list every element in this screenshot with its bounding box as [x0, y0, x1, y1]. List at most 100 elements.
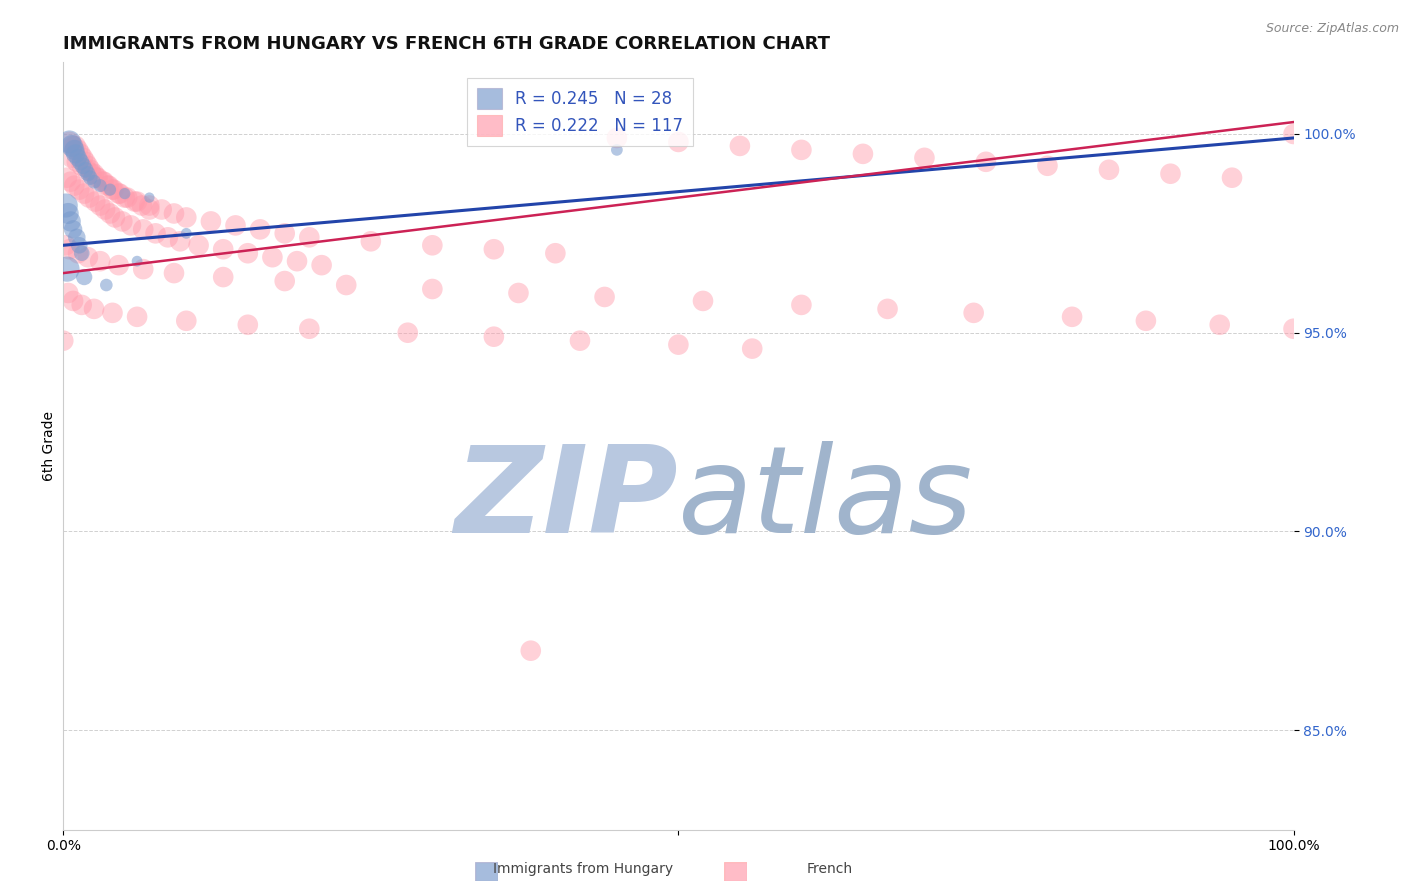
Point	[163, 266, 186, 280]
Point	[606, 131, 628, 145]
Point	[83, 175, 105, 189]
Text: French: French	[807, 862, 852, 876]
Point	[962, 306, 984, 320]
Text: IMMIGRANTS FROM HUNGARY VS FRENCH 6TH GRADE CORRELATION CHART: IMMIGRANTS FROM HUNGARY VS FRENCH 6TH GR…	[63, 35, 831, 53]
Point	[93, 175, 115, 189]
Point	[58, 135, 80, 149]
Point	[298, 230, 321, 244]
Text: ZIP: ZIP	[454, 442, 678, 558]
Point	[66, 154, 89, 169]
Point	[728, 139, 751, 153]
Point	[666, 337, 689, 351]
Point	[67, 246, 90, 260]
Point	[55, 198, 77, 212]
Point	[132, 262, 155, 277]
Point	[200, 214, 222, 228]
Point	[91, 175, 114, 189]
Point	[127, 194, 148, 209]
Point	[86, 170, 108, 185]
Legend: R = 0.245   N = 28, R = 0.222   N = 117: R = 0.245 N = 28, R = 0.222 N = 117	[467, 78, 693, 145]
Point	[127, 310, 148, 324]
Point	[482, 242, 505, 256]
Point	[876, 301, 898, 316]
Point	[422, 238, 444, 252]
Point	[360, 235, 382, 249]
Point	[107, 186, 129, 201]
Point	[852, 146, 875, 161]
Point	[96, 278, 118, 293]
Point	[1135, 314, 1157, 328]
Text: Source: ZipAtlas.com: Source: ZipAtlas.com	[1265, 22, 1399, 36]
Point	[107, 258, 129, 272]
Point	[89, 198, 111, 212]
Point	[790, 298, 813, 312]
Point	[101, 183, 124, 197]
Point	[131, 198, 153, 212]
Point	[76, 167, 98, 181]
Point	[111, 214, 134, 228]
Point	[67, 238, 90, 252]
Point	[114, 191, 136, 205]
Point	[127, 254, 148, 268]
Point	[62, 222, 84, 236]
Point	[70, 159, 93, 173]
Point	[66, 230, 89, 244]
Point	[974, 154, 997, 169]
Point	[73, 270, 96, 285]
Point	[1062, 310, 1084, 324]
Point	[80, 167, 103, 181]
Point	[568, 334, 591, 348]
Text: atlas: atlas	[678, 442, 974, 558]
Point	[83, 167, 105, 181]
Point	[63, 178, 86, 193]
Point	[169, 235, 191, 249]
Point	[285, 254, 308, 268]
Point	[1160, 167, 1182, 181]
Point	[1036, 159, 1059, 173]
Point	[72, 159, 94, 173]
Point	[79, 162, 101, 177]
Point	[70, 298, 93, 312]
Point	[1282, 127, 1305, 141]
Point	[101, 306, 124, 320]
Point	[83, 301, 105, 316]
Point	[69, 146, 91, 161]
Point	[396, 326, 419, 340]
Point	[124, 194, 146, 209]
Point	[174, 314, 197, 328]
Point	[1220, 170, 1243, 185]
Point	[156, 230, 179, 244]
Point	[65, 139, 87, 153]
Point	[249, 222, 271, 236]
Point	[145, 227, 167, 241]
Point	[174, 227, 197, 241]
Point	[104, 211, 127, 225]
Point	[76, 250, 98, 264]
Point	[72, 151, 94, 165]
Point	[692, 293, 714, 308]
Point	[108, 186, 131, 201]
Point	[96, 178, 118, 193]
Point	[187, 238, 209, 252]
Point	[62, 293, 84, 308]
Text: Immigrants from Hungary: Immigrants from Hungary	[494, 862, 673, 876]
Point	[212, 242, 235, 256]
Point	[262, 250, 284, 264]
Point	[89, 178, 111, 193]
Point	[150, 202, 173, 217]
Point	[89, 254, 111, 268]
Point	[236, 318, 259, 332]
Point	[75, 162, 97, 177]
Point	[79, 170, 101, 185]
Point	[98, 206, 121, 220]
Point	[132, 222, 155, 236]
Point	[56, 170, 79, 185]
Point	[56, 206, 79, 220]
Point	[77, 191, 100, 205]
Point	[422, 282, 444, 296]
Point	[76, 162, 98, 177]
Point	[97, 178, 120, 193]
Point	[76, 159, 98, 173]
Point	[84, 194, 107, 209]
Point	[174, 211, 197, 225]
